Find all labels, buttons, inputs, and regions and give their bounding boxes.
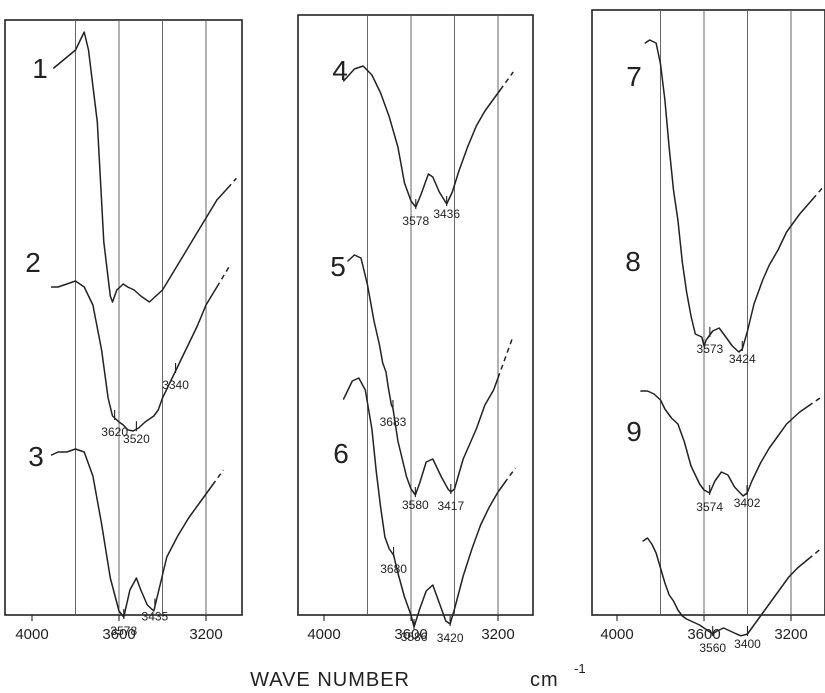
panel-frame (297, 14, 534, 616)
peak-label-3573: 3573 (697, 342, 724, 356)
spectrum-7: 7 3573 3424 (626, 39, 825, 366)
spectrum-extension (812, 186, 825, 200)
peak-label-3520: 3520 (123, 432, 150, 446)
x-tick-label: 4000 (307, 626, 340, 643)
x-axis-unit-exponent: -1 (574, 661, 586, 676)
spectrum-line (644, 39, 814, 353)
spectrum-line (50, 448, 214, 618)
spectrum-9: 9 3560 3400 (626, 416, 822, 655)
peak-label-3436: 3436 (433, 207, 460, 221)
x-tick-label: 4000 (600, 626, 633, 643)
spectrum-number-label: 5 (330, 251, 346, 282)
peak-label-3417: 3417 (437, 499, 464, 513)
spectrum-extension (499, 71, 514, 91)
spectrum-line (640, 390, 810, 497)
spectrum-extension (807, 547, 822, 560)
peak-label-3620: 3620 (101, 425, 128, 439)
spectrum-5: 5 3683 3580 3417 (330, 251, 514, 513)
peak-label-3578: 3578 (402, 214, 429, 228)
x-tick-label: 3200 (774, 626, 807, 643)
peak-label-3402: 3402 (734, 496, 761, 510)
spectrum-number-label: 4 (332, 55, 348, 86)
spectrum-number-label: 8 (625, 246, 641, 277)
spectrum-number-label: 3 (28, 441, 44, 472)
peak-label-3420: 3420 (437, 631, 464, 645)
spectrum-6: 6 3680 3586 3420 (333, 377, 517, 645)
x-tick-label: 4000 (15, 626, 48, 643)
spectrum-line (342, 377, 506, 628)
spectrum-extension (211, 469, 225, 486)
spectrum-number-label: 1 (32, 53, 48, 84)
x-tick-label: 3600 (394, 626, 427, 643)
peak-label-3578: 3578 (110, 624, 137, 638)
spectrum-number-label: 6 (333, 438, 349, 469)
spectrum-extension (216, 265, 231, 288)
spectrum-extension (497, 335, 514, 379)
peak-label-3586: 3586 (401, 630, 428, 644)
peak-label-3680: 3680 (380, 562, 407, 576)
panel-2: 4000 3600 3200 4 3578 3436 5 3683 3580 3417 6 3680 3… (297, 14, 534, 645)
spectrum-8: 8 3574 3402 (625, 246, 822, 514)
panel-frame (591, 9, 825, 616)
spectrum-line (642, 537, 810, 637)
spectrum-3: 3 3578 3435 (28, 441, 225, 638)
x-tick-label: 3600 (102, 626, 135, 643)
spectrum-4: 4 3578 3436 (332, 55, 514, 228)
spectrum-line (50, 280, 218, 432)
peak-label-3400: 3400 (734, 637, 761, 651)
peak-label-3424: 3424 (729, 352, 756, 366)
peak-label-3574: 3574 (696, 500, 723, 514)
peak-label-3580: 3580 (402, 498, 429, 512)
x-axis-label: WAVE NUMBER (250, 669, 410, 691)
spectrum-number-label: 2 (25, 247, 41, 278)
x-tick-label: 3200 (481, 626, 514, 643)
spectrum-extension (807, 396, 822, 407)
spectrum-number-label: 9 (626, 416, 642, 447)
spectrum-extension (227, 177, 237, 189)
x-axis-unit: cm (530, 669, 559, 691)
spectrum-extension (503, 467, 517, 484)
peak-label-3435: 3435 (142, 610, 169, 624)
x-tick-label: 3200 (189, 626, 222, 643)
peak-label-3560: 3560 (699, 641, 726, 655)
peak-label-3683: 3683 (380, 415, 407, 429)
spectrum-line (342, 65, 501, 208)
spectrum-1: 1 (32, 31, 237, 303)
peak-label-3340: 3340 (162, 378, 189, 392)
spectrum-number-label: 7 (626, 61, 642, 92)
spectrum-line (53, 31, 229, 303)
spectrum-line (347, 254, 499, 496)
